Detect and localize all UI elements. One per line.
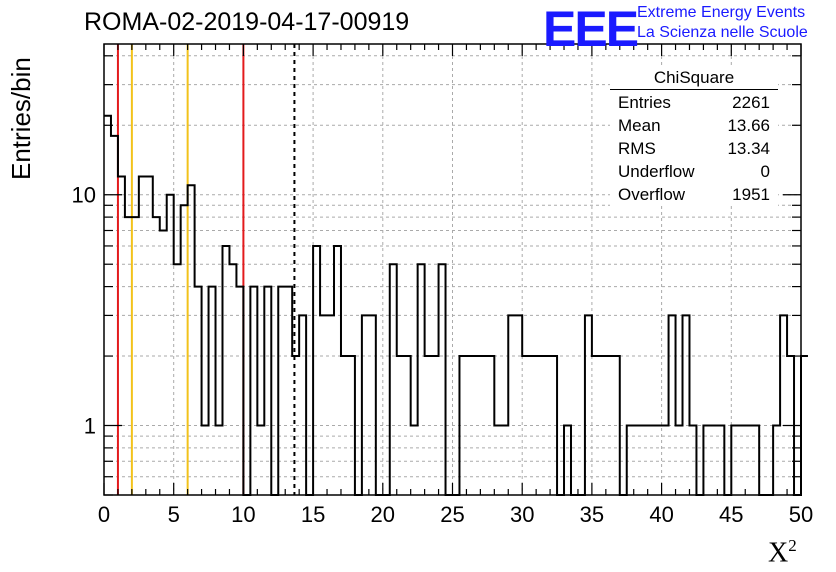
x-axis-label: X2: [768, 536, 797, 569]
histogram-series: [104, 114, 808, 496]
stats-row-rms: RMS 13.34: [610, 137, 778, 160]
stats-row-entries: Entries 2261: [610, 91, 778, 114]
y-axis-label: Entries/bin: [6, 57, 36, 180]
eee-logo: EEE: [543, 1, 639, 57]
x-tick-label: 15: [301, 502, 325, 527]
y-tick-label: 1: [84, 414, 96, 439]
x-tick-label: 25: [440, 502, 464, 527]
logo-line-1: Extreme Energy Events: [637, 4, 806, 21]
x-tick-label: 0: [98, 502, 110, 527]
x-axis-ticks: 0 5 10 15 20 25 30 35 40 45 50: [98, 44, 813, 527]
stats-label: Underflow: [618, 162, 695, 181]
x-tick-label: 20: [371, 502, 395, 527]
x-axis-label-superscript: 2: [788, 536, 797, 555]
stats-row-mean: Mean 13.66: [610, 114, 778, 137]
stats-label: Entries: [618, 93, 671, 112]
x-tick-label: 35: [580, 502, 604, 527]
plot-title: ROMA-02-2019-04-17-00919: [84, 8, 410, 36]
stats-label: Overflow: [618, 185, 686, 204]
grid-lines: [104, 44, 801, 496]
reference-lines: [116, 44, 296, 495]
stats-value: 1951: [732, 185, 770, 204]
x-tick-label: 5: [168, 502, 180, 527]
x-tick-label: 50: [789, 502, 813, 527]
x-tick-label: 40: [649, 502, 673, 527]
x-tick-label: 30: [510, 502, 534, 527]
y-axis-ticks: 1 10: [72, 55, 801, 496]
stats-title: ChiSquare: [610, 66, 778, 90]
x-tick-label: 45: [719, 502, 743, 527]
histogram-line: [104, 114, 808, 496]
logo-line-2: La Scienza nelle Scuole: [637, 24, 808, 41]
x-tick-label: 10: [231, 502, 255, 527]
logo-caption: Extreme Energy Events La Scienza nelle S…: [637, 3, 808, 43]
stats-label: RMS: [618, 139, 656, 158]
x-axis-label-text: X: [768, 537, 789, 569]
stats-label: Mean: [618, 116, 661, 135]
stats-row-overflow: Overflow 1951: [610, 183, 778, 206]
stats-value: 13.34: [727, 139, 770, 158]
stats-value: 0: [760, 162, 770, 181]
y-tick-label: 10: [72, 183, 96, 208]
stats-box: ChiSquare Entries 2261 Mean 13.66 RMS 13…: [610, 66, 778, 206]
stats-value: 13.66: [727, 116, 770, 135]
stats-row-underflow: Underflow 0: [610, 160, 778, 183]
stats-value: 2261: [732, 93, 770, 112]
